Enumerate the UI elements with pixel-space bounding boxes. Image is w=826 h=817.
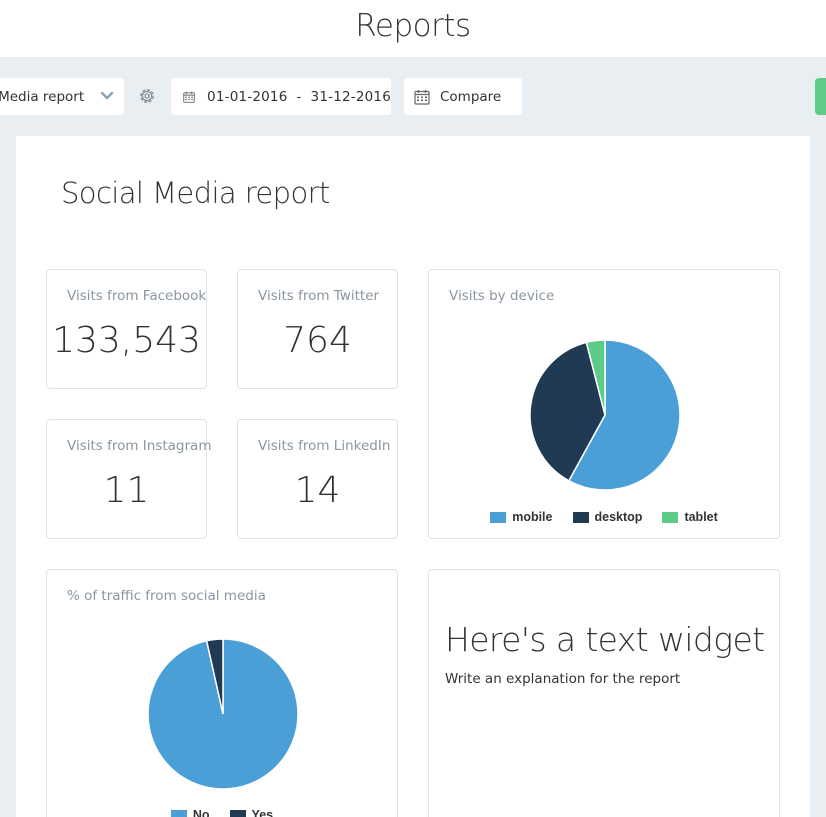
report-select[interactable]: ial Media report: [0, 78, 124, 115]
pie-slice-tablet[interactable]: [585, 339, 606, 416]
kpi-value: 14: [294, 470, 341, 511]
chart-title: Visits by device: [449, 288, 555, 304]
report-title: Social Media report: [61, 176, 330, 210]
calendar-icon: [183, 91, 195, 103]
pie-slice-mobile[interactable]: [567, 339, 681, 491]
device-pie-chart: [529, 339, 681, 491]
kpi-card-linkedin[interactable]: Visits from LinkedIn 14: [237, 419, 398, 539]
kpi-label: Visits from Facebook: [67, 288, 207, 304]
kpi-value: 11: [103, 470, 150, 511]
kpi-label: Visits from Instagram: [67, 438, 212, 454]
legend-swatch: [662, 511, 679, 523]
primary-action-button[interactable]: [815, 78, 826, 115]
social-traffic-pie-chart: [147, 638, 299, 790]
legend-item-mobile[interactable]: mobile: [490, 510, 553, 524]
legend-item-tablet[interactable]: tablet: [662, 510, 718, 524]
kpi-card-instagram[interactable]: Visits from Instagram 11: [46, 419, 211, 539]
kpi-value: 764: [283, 320, 352, 361]
chart-legend: mobile desktop tablet: [429, 510, 779, 524]
text-widget-body: Write an explanation for the report: [445, 671, 681, 687]
legend-swatch: [572, 511, 589, 523]
pie-slice-yes[interactable]: [205, 638, 224, 715]
report-select-value: ial Media report: [0, 88, 85, 105]
pie-slice-desktop[interactable]: [529, 341, 606, 482]
gear-icon[interactable]: [137, 86, 157, 106]
toolbar: ial Media report 01-01-2016 - 31-12-2016: [0, 57, 826, 135]
kpi-label: Visits from LinkedIn: [258, 438, 391, 454]
kpi-value: 133,543: [52, 320, 201, 361]
legend-item-desktop[interactable]: desktop: [572, 510, 643, 524]
chart-card-device[interactable]: Visits by device mobile desktop tablet: [428, 269, 780, 539]
legend-label: tablet: [684, 510, 718, 524]
compare-button[interactable]: Compare: [404, 78, 522, 115]
legend-swatch: [490, 511, 507, 523]
chart-card-social-traffic[interactable]: % of traffic from social media No Yes: [46, 569, 398, 817]
kpi-card-twitter[interactable]: Visits from Twitter 764: [237, 269, 398, 389]
legend-label: Yes: [251, 808, 274, 817]
top-bar: Reports: [0, 0, 826, 57]
calendar-icon: [414, 89, 430, 105]
kpi-label: Visits from Twitter: [258, 288, 380, 304]
page-title: Reports: [355, 8, 471, 44]
legend-label: No: [192, 808, 210, 817]
legend-item-yes[interactable]: Yes: [229, 808, 274, 817]
chevron-down-icon: [100, 91, 114, 100]
text-widget-card[interactable]: Here's a text widget Write an explanatio…: [428, 569, 780, 817]
date-range-picker[interactable]: 01-01-2016 - 31-12-2016: [171, 78, 391, 115]
compare-label: Compare: [440, 88, 502, 105]
chart-legend: No Yes: [47, 808, 397, 817]
report-panel: Social Media report Visits from Facebook…: [16, 136, 810, 817]
legend-item-no[interactable]: No: [170, 808, 210, 817]
chart-title: % of traffic from social media: [67, 588, 266, 604]
legend-label: desktop: [594, 510, 643, 524]
kpi-card-facebook[interactable]: Visits from Facebook 133,543: [46, 269, 207, 389]
legend-label: mobile: [512, 510, 553, 524]
legend-swatch: [170, 809, 187, 817]
text-widget-title: Here's a text widget: [445, 620, 765, 659]
date-range-value: 01-01-2016 - 31-12-2016: [207, 88, 391, 105]
legend-swatch: [229, 809, 246, 817]
